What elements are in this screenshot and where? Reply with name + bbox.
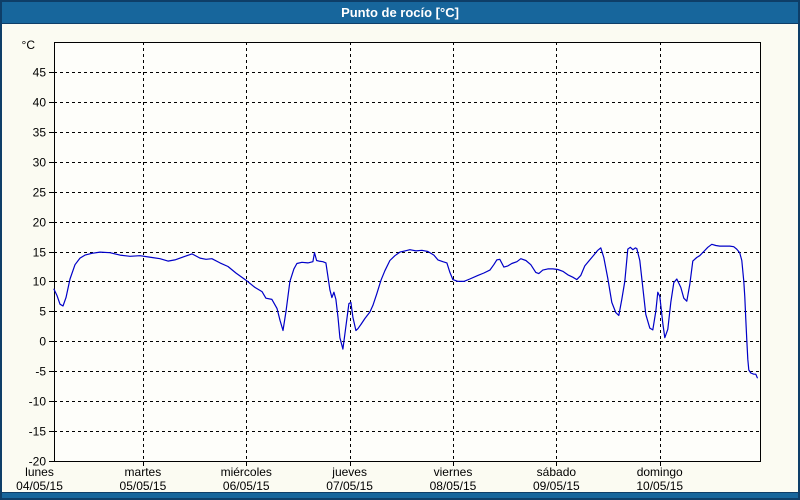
x-axis-day-label: viernes: [434, 465, 473, 479]
y-axis-label: 10: [33, 275, 47, 289]
y-axis-label: 15: [33, 246, 47, 260]
y-axis-label: 25: [33, 186, 47, 200]
x-axis-date-label: 10/05/15: [636, 479, 683, 492]
y-axis-unit-label: °C: [22, 38, 36, 52]
chart-title: Punto de rocío [°C]: [341, 5, 459, 20]
x-axis-day-label: sábado: [537, 465, 577, 479]
x-axis-day-label: jueves: [331, 465, 367, 479]
y-axis-label: 0: [39, 335, 46, 349]
y-axis-label: -20: [29, 455, 47, 469]
y-axis-label: 45: [33, 66, 47, 80]
y-axis-label: 20: [33, 216, 47, 230]
y-axis-label: 30: [33, 156, 47, 170]
y-axis-label: -10: [29, 395, 47, 409]
plot-frame: [54, 42, 761, 462]
x-axis-date-label: 06/05/15: [223, 479, 270, 492]
plot-background: [54, 42, 760, 461]
chart-area: -20 -15 -10 -5 0 5 10 15 20 25 30 35 40 45 lunes 04/05/…: [2, 24, 798, 492]
x-axis-day-label: martes: [125, 465, 162, 479]
dewpoint-chart: -20 -15 -10 -5 0 5 10 15 20 25 30 35 40 45 lunes04/05/…: [16, 38, 761, 492]
x-axis-day-label: lunes: [25, 465, 54, 479]
y-axis-label: 40: [33, 96, 47, 110]
y-axis-label: 35: [33, 126, 47, 140]
x-axis-date-label: 09/05/15: [533, 479, 580, 492]
x-axis-date-label: 04/05/15: [16, 479, 63, 492]
dewpoint-line: [53, 243, 758, 379]
bottom-frame-strip: [2, 492, 798, 498]
x-axis-date-label: 07/05/15: [326, 479, 373, 492]
x-axis-day-label: miércoles: [221, 465, 272, 479]
x-axis-date-label: 05/05/15: [120, 479, 167, 492]
x-axis-date-label: 08/05/15: [430, 479, 477, 492]
y-axis-label: -5: [35, 365, 46, 379]
y-axis-label: -15: [29, 425, 47, 439]
y-axis-label: 5: [39, 305, 46, 319]
x-axis-day-label: domingo: [637, 465, 683, 479]
title-bar: Punto de rocío [°C]: [2, 2, 798, 24]
